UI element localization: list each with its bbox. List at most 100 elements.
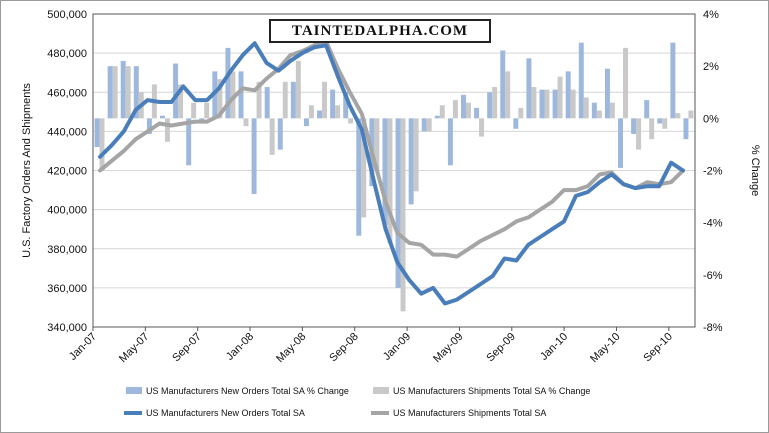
bar	[531, 87, 537, 119]
bar	[644, 100, 650, 119]
bar	[356, 118, 362, 236]
left-tick-label: 360,000	[47, 283, 87, 295]
bar	[243, 118, 249, 127]
bar	[413, 118, 419, 192]
watermark-logo: TAINTEDALPHA.COM	[269, 19, 491, 43]
right-tick-label: 0%	[703, 113, 719, 125]
bar	[578, 42, 584, 119]
bar	[361, 118, 367, 218]
bar	[675, 113, 681, 119]
right-tick-label: 2%	[703, 61, 719, 73]
bar	[112, 66, 118, 119]
x-tick-label: Jan-09	[381, 331, 413, 363]
x-tick-label: Jan-08	[224, 331, 256, 363]
legend-swatch	[373, 387, 389, 394]
bar	[178, 84, 184, 119]
legend-label: US Manufacturers Shipments Total SA % Ch…	[393, 386, 590, 396]
bar	[565, 71, 571, 119]
line-series	[98, 39, 685, 306]
bar	[552, 89, 558, 119]
bar	[186, 118, 192, 166]
bar	[173, 63, 179, 119]
bar	[107, 66, 113, 119]
bar	[518, 107, 524, 119]
bar	[408, 118, 414, 205]
x-tick-label: Sep-08	[327, 331, 361, 365]
bar	[636, 118, 642, 150]
bar	[479, 118, 485, 137]
right-tick-label: -4%	[703, 218, 723, 230]
bar	[500, 50, 506, 119]
bar	[282, 81, 288, 119]
left-tick-label: 500,000	[47, 9, 87, 21]
bar	[387, 118, 393, 244]
bar	[421, 118, 427, 132]
series-line	[98, 39, 685, 259]
right-tick-label: -2%	[703, 166, 723, 178]
bar	[434, 115, 440, 119]
x-tick-label: Sep-07	[170, 331, 204, 365]
bar	[591, 102, 597, 119]
x-tick-label: Sep-10	[641, 331, 675, 365]
bar	[269, 118, 275, 155]
bar	[623, 47, 628, 119]
bar	[487, 92, 493, 119]
bar	[662, 118, 668, 129]
bar	[382, 118, 388, 226]
bar	[308, 105, 314, 119]
right-axis-title: % Change	[749, 145, 761, 196]
bar	[251, 118, 257, 194]
bar	[505, 71, 511, 119]
gridlines	[93, 13, 695, 328]
bar	[225, 47, 231, 119]
left-axis-title: U.S. Factory Orders And Shipments	[21, 83, 33, 258]
bar	[465, 102, 471, 119]
bar	[596, 110, 602, 119]
bar	[191, 102, 197, 119]
bar	[439, 105, 445, 119]
bar	[688, 110, 694, 119]
bar	[348, 118, 354, 124]
bar	[492, 87, 498, 119]
series-line	[98, 41, 685, 306]
bar	[99, 118, 105, 171]
bar	[526, 58, 532, 119]
bar	[583, 97, 589, 119]
left-tick-label: 460,000	[47, 87, 87, 99]
bar	[631, 118, 637, 134]
x-tick-label: May-09	[431, 331, 465, 365]
left-tick-label: 480,000	[47, 48, 87, 60]
bar	[604, 68, 610, 119]
left-tick-label: 420,000	[47, 166, 87, 178]
bar	[618, 118, 624, 168]
bar	[120, 60, 126, 119]
bar	[452, 100, 458, 119]
left-tick-label: 380,000	[47, 244, 87, 256]
bar	[474, 107, 480, 119]
bar	[670, 42, 676, 119]
bar	[264, 87, 270, 119]
bar	[317, 110, 323, 119]
bar	[256, 81, 262, 119]
bar	[146, 118, 152, 134]
x-tick-label: Jan-10	[538, 331, 570, 363]
x-tick-label: Sep-09	[484, 331, 518, 365]
bar	[322, 81, 327, 119]
bar	[400, 118, 406, 312]
bar	[290, 81, 296, 119]
left-tick-label: 400,000	[47, 205, 87, 217]
bar	[570, 89, 576, 119]
legend-label: US Manufacturers Shipments Total SA	[393, 408, 546, 418]
bar	[683, 118, 689, 140]
bar	[609, 102, 615, 119]
bar	[330, 89, 336, 119]
bar-series	[94, 42, 694, 312]
bar	[238, 71, 244, 119]
bar	[461, 94, 466, 119]
left-tick-label: 340,000	[47, 322, 87, 334]
bar	[544, 89, 550, 119]
bar	[277, 118, 283, 150]
bar	[230, 71, 236, 119]
bar	[539, 89, 545, 119]
